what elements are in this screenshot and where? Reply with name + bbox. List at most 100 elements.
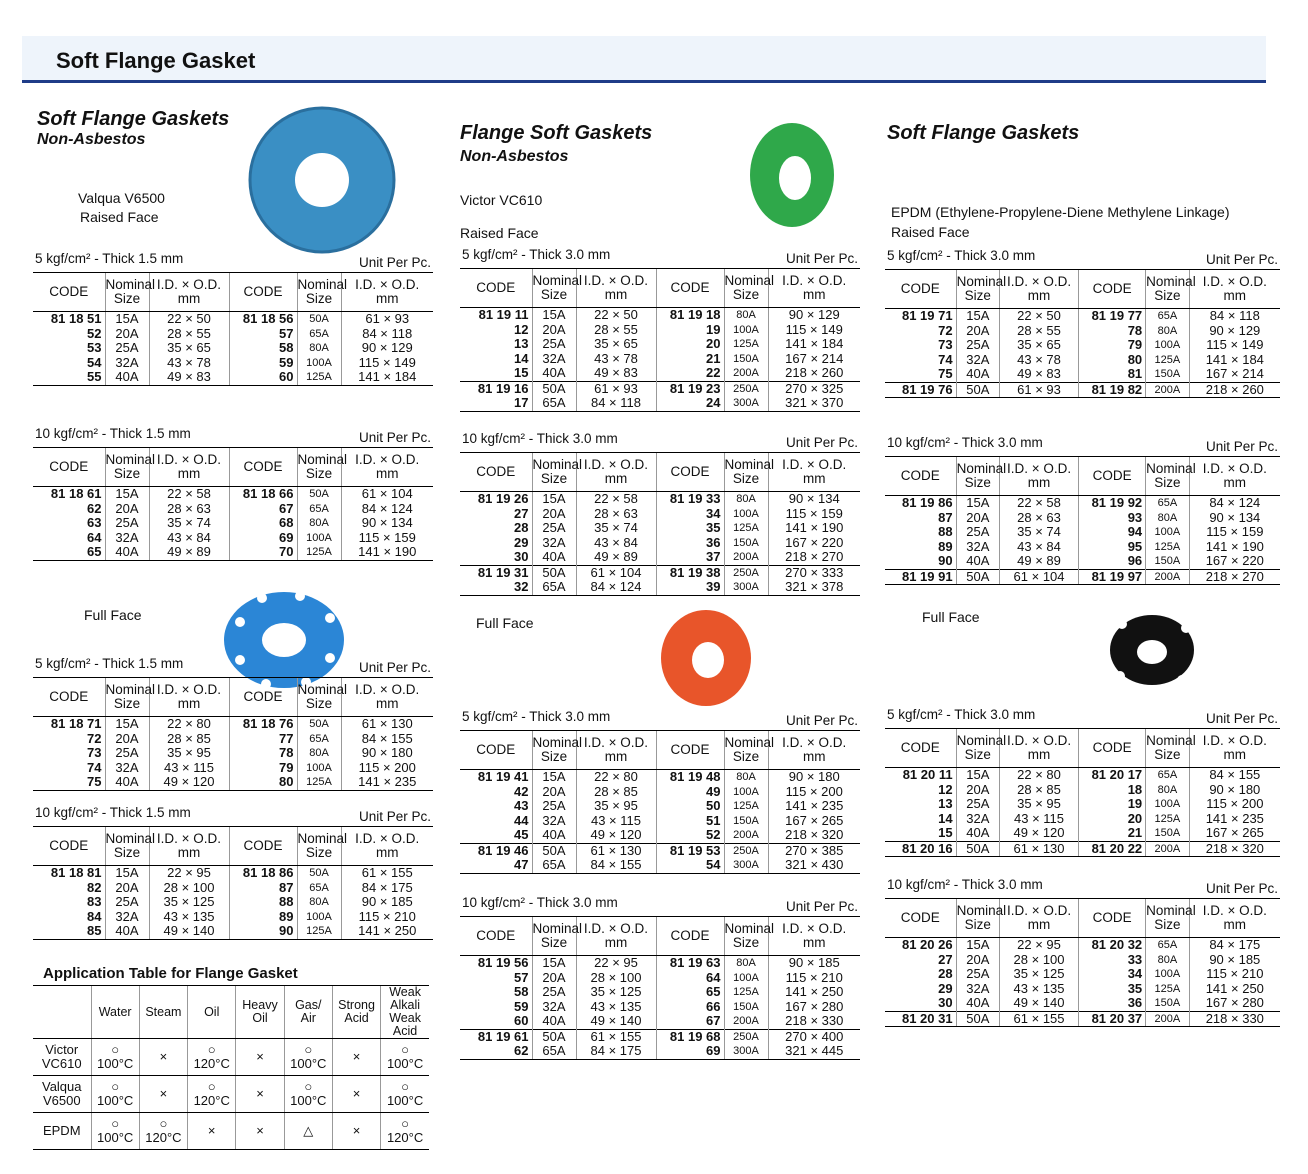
item-code: 14 bbox=[514, 350, 529, 366]
table-row: 12 20A 28 × 85 18 80A 90 × 180 bbox=[885, 782, 1280, 797]
dimensions: 61 × 104 bbox=[340, 486, 433, 502]
item-code: 45 bbox=[514, 827, 529, 842]
item-code: 81 19 77 bbox=[1078, 308, 1146, 324]
column-header: Nominal Size bbox=[723, 452, 774, 492]
item-code: 15 bbox=[938, 825, 953, 840]
nominal-size: 80A bbox=[1145, 952, 1190, 967]
dimensions: 22 × 95 bbox=[575, 955, 656, 971]
table-row: 52 20A 28 × 55 57 65A 84 × 118 bbox=[33, 326, 433, 341]
dimensions: 270 × 385 bbox=[767, 842, 860, 858]
section-label: Raised Face bbox=[80, 209, 159, 225]
item-code: 81 20 31 bbox=[885, 1010, 957, 1027]
nominal-size: 300A bbox=[723, 858, 768, 874]
dimensions: 61 × 130 bbox=[575, 842, 656, 858]
nominal-size: 32A bbox=[104, 760, 149, 775]
dimensions: 270 × 333 bbox=[767, 564, 860, 580]
table-row: 45 40A 49 × 120 52 200A 218 × 320 bbox=[460, 827, 860, 843]
nominal-size: 300A bbox=[723, 396, 768, 412]
item-code: 29 bbox=[514, 534, 529, 550]
dimensions: 84 × 118 bbox=[1188, 308, 1280, 324]
item-code: 34 bbox=[1078, 966, 1146, 982]
dimensions: 141 × 184 bbox=[1188, 352, 1280, 367]
column-header: CODE bbox=[33, 272, 105, 312]
column-header: I.D. × O.D. mm bbox=[1188, 269, 1280, 309]
nominal-size: 25A bbox=[955, 524, 1000, 540]
column-title: Soft Flange Gaskets bbox=[887, 122, 1080, 144]
table-head: CODE Nominal Size I.D. × O.D. mm CODE Nomina… bbox=[460, 268, 860, 308]
dimensions: 35 × 65 bbox=[148, 340, 229, 356]
table-caption: 5 kgf/cm² - Thick 3.0 mm bbox=[887, 248, 1036, 263]
dimensions: 49 × 83 bbox=[575, 365, 656, 381]
table-row: 75 40A 49 × 120 80 125A 141 × 235 bbox=[33, 774, 433, 791]
nominal-size: 100A bbox=[723, 784, 768, 799]
nominal-size: 25A bbox=[531, 520, 576, 536]
table-row: 81 19 26 15A 22 × 58 81 19 33 80A 90 × 134 bbox=[460, 491, 860, 507]
section-label: Full Face bbox=[922, 609, 980, 625]
dimensions: 43 × 115 bbox=[575, 813, 656, 828]
table-row: 81 19 46 50A 61 × 130 81 19 53 250A 270 × 385 bbox=[460, 842, 860, 858]
table-row: 43 25A 35 × 95 50 125A 141 × 235 bbox=[460, 798, 860, 814]
item-code: 81 19 31 bbox=[460, 564, 532, 580]
dimensions: 35 × 95 bbox=[999, 796, 1079, 812]
nominal-size: 15A bbox=[531, 491, 576, 507]
item-code: 73 bbox=[87, 745, 102, 760]
nominal-size: 25A bbox=[955, 337, 1000, 353]
nominal-size: 50A bbox=[296, 486, 341, 502]
nominal-size: 65A bbox=[296, 880, 341, 895]
table-row: 87 20A 28 × 63 93 80A 90 × 134 bbox=[885, 510, 1280, 525]
dimensions: 43 × 84 bbox=[575, 535, 656, 550]
dimensions: 115 × 210 bbox=[340, 909, 433, 924]
nominal-size: 80A bbox=[1145, 323, 1190, 338]
table-row: 15 40A 49 × 83 22 200A 218 × 260 bbox=[460, 365, 860, 381]
dimensions: 141 × 250 bbox=[340, 923, 433, 940]
table-head: CODE Nominal Size I.D. × O.D. mm CODE Nomina… bbox=[33, 447, 433, 487]
table-row: 88 25A 35 × 74 94 100A 115 × 159 bbox=[885, 524, 1280, 540]
dimensions: 28 × 85 bbox=[148, 731, 229, 746]
dimensions: 49 × 120 bbox=[999, 825, 1079, 841]
table-row: 90 40A 49 × 89 96 150A 167 × 220 bbox=[885, 553, 1280, 569]
nominal-size: 50A bbox=[955, 381, 1000, 398]
nominal-size: 80A bbox=[723, 307, 768, 323]
suitability: × bbox=[187, 1112, 236, 1150]
item-code: 35 bbox=[655, 520, 724, 536]
nominal-size: 150A bbox=[723, 813, 768, 828]
item-code: 54 bbox=[87, 354, 102, 370]
unit-label: Unit Per Pc. bbox=[358, 809, 431, 824]
dimensions: 35 × 65 bbox=[575, 336, 656, 352]
item-code: 67 bbox=[228, 501, 297, 516]
column-header: CODE bbox=[885, 456, 957, 496]
unit-label: Unit Per Pc. bbox=[358, 255, 431, 270]
nominal-size: 250A bbox=[723, 1028, 768, 1044]
item-code: 20 bbox=[1078, 811, 1146, 826]
nominal-size: 65A bbox=[1145, 937, 1190, 953]
nominal-size: 32A bbox=[104, 530, 149, 545]
table-body: 81 19 26 15A 22 × 58 81 19 33 80A 90 × 134 27 2… bbox=[460, 491, 860, 596]
dimensions: 115 × 210 bbox=[767, 970, 860, 985]
dimensions: 90 × 185 bbox=[767, 955, 860, 971]
dimensions: 90 × 129 bbox=[767, 307, 860, 323]
table-row: 54 32A 43 × 78 59 100A 115 × 149 bbox=[33, 354, 433, 370]
dimensions: 321 × 430 bbox=[767, 857, 860, 874]
nominal-size: 100A bbox=[1145, 967, 1190, 982]
dimensions: 90 × 134 bbox=[340, 515, 433, 531]
price-table: CODE Nominal Size I.D. × O.D. mm CODE Nomina… bbox=[460, 730, 860, 874]
column-header: CODE bbox=[1078, 898, 1146, 938]
dimensions: 43 × 78 bbox=[575, 351, 656, 366]
dimensions: 115 × 149 bbox=[767, 322, 860, 337]
item-code: 54 bbox=[655, 857, 724, 874]
table-caption: 5 kgf/cm² - Thick 3.0 mm bbox=[887, 707, 1036, 722]
table-body: 81 20 26 15A 22 × 95 81 20 32 65A 84 × 175 27 2… bbox=[885, 937, 1280, 1027]
item-code: 65 bbox=[655, 984, 724, 1000]
table-caption: 10 kgf/cm² - Thick 3.0 mm bbox=[462, 431, 618, 446]
dimensions: 141 × 190 bbox=[767, 520, 860, 536]
table-row: 44 32A 43 × 115 51 150A 167 × 265 bbox=[460, 813, 860, 828]
nominal-size: 125A bbox=[1145, 539, 1190, 554]
column-header: CODE bbox=[1078, 269, 1146, 309]
nominal-size: 200A bbox=[1145, 1010, 1190, 1027]
nominal-size: 100A bbox=[723, 506, 768, 521]
header-row: CODE Nominal Size I.D. × O.D. mm CODE Nomina… bbox=[885, 456, 1280, 496]
item-code: 24 bbox=[655, 395, 724, 412]
suitability: × bbox=[235, 1112, 285, 1150]
nominal-size: 25A bbox=[104, 894, 149, 910]
table-row: 81 20 26 15A 22 × 95 81 20 32 65A 84 × 175 bbox=[885, 937, 1280, 953]
